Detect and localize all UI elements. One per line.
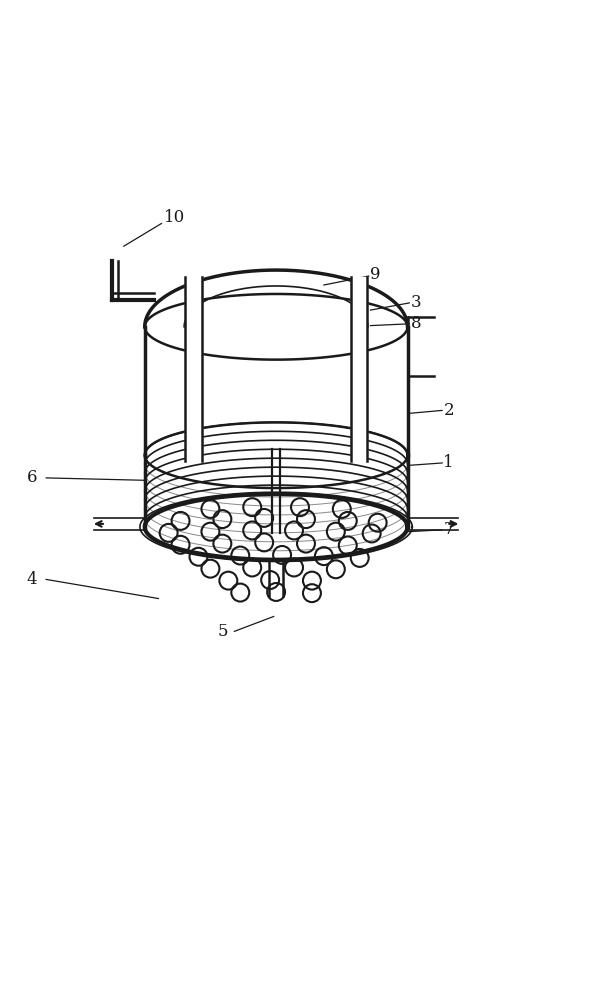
Text: 8: 8 <box>410 315 421 332</box>
Text: 2: 2 <box>443 402 454 419</box>
Text: 1: 1 <box>443 454 454 471</box>
Text: 4: 4 <box>26 571 37 588</box>
Text: 10: 10 <box>164 209 185 226</box>
Text: 9: 9 <box>370 266 381 283</box>
Text: 5: 5 <box>218 623 228 640</box>
Text: 7: 7 <box>443 521 454 538</box>
Text: 6: 6 <box>26 469 37 486</box>
Text: 3: 3 <box>410 294 421 311</box>
